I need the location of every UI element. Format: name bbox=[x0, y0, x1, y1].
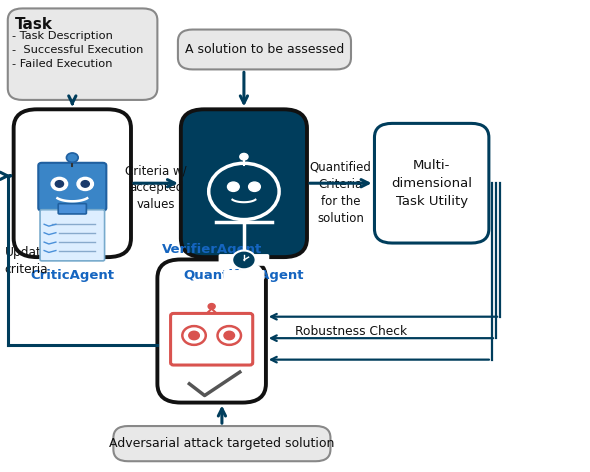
FancyBboxPatch shape bbox=[178, 30, 351, 69]
FancyBboxPatch shape bbox=[375, 123, 489, 243]
Circle shape bbox=[248, 182, 260, 192]
Text: Criteria w/
accepted
values: Criteria w/ accepted values bbox=[125, 164, 186, 211]
FancyBboxPatch shape bbox=[224, 271, 264, 279]
Circle shape bbox=[240, 153, 248, 160]
Circle shape bbox=[55, 181, 64, 187]
FancyBboxPatch shape bbox=[40, 210, 104, 261]
Text: VerifierAgent: VerifierAgent bbox=[162, 243, 262, 256]
FancyBboxPatch shape bbox=[171, 313, 253, 365]
Circle shape bbox=[182, 326, 206, 345]
Text: Adversarial attack targeted solution: Adversarial attack targeted solution bbox=[109, 437, 335, 450]
Text: Quantified
Criteria
for the
solution: Quantified Criteria for the solution bbox=[310, 160, 372, 225]
Circle shape bbox=[209, 163, 279, 219]
Text: Updating
criteria: Updating criteria bbox=[5, 245, 61, 276]
Text: Robustness Check: Robustness Check bbox=[295, 325, 407, 337]
Circle shape bbox=[208, 303, 215, 309]
Circle shape bbox=[228, 182, 239, 192]
Circle shape bbox=[67, 153, 78, 162]
Circle shape bbox=[224, 331, 235, 340]
Text: CriticAgent: CriticAgent bbox=[30, 269, 114, 282]
Text: Task: Task bbox=[15, 17, 53, 32]
Circle shape bbox=[81, 181, 89, 187]
FancyBboxPatch shape bbox=[181, 110, 307, 257]
Circle shape bbox=[232, 251, 255, 270]
Text: QuantifierAgent: QuantifierAgent bbox=[183, 269, 304, 282]
FancyBboxPatch shape bbox=[158, 260, 266, 403]
Circle shape bbox=[51, 177, 68, 191]
Text: Multi-
dimensional
Task Utility: Multi- dimensional Task Utility bbox=[391, 159, 472, 208]
Text: - Task Description
-  Successful Execution
- Failed Execution: - Task Description - Successful Executio… bbox=[12, 31, 144, 69]
Circle shape bbox=[216, 169, 272, 214]
FancyBboxPatch shape bbox=[14, 110, 131, 257]
FancyBboxPatch shape bbox=[8, 8, 158, 100]
Circle shape bbox=[189, 331, 199, 340]
FancyBboxPatch shape bbox=[219, 255, 268, 265]
FancyBboxPatch shape bbox=[38, 163, 106, 211]
Text: A solution to be assessed: A solution to be assessed bbox=[185, 43, 344, 56]
Circle shape bbox=[218, 326, 241, 345]
FancyBboxPatch shape bbox=[113, 426, 330, 461]
Circle shape bbox=[77, 177, 93, 191]
FancyBboxPatch shape bbox=[58, 203, 86, 214]
